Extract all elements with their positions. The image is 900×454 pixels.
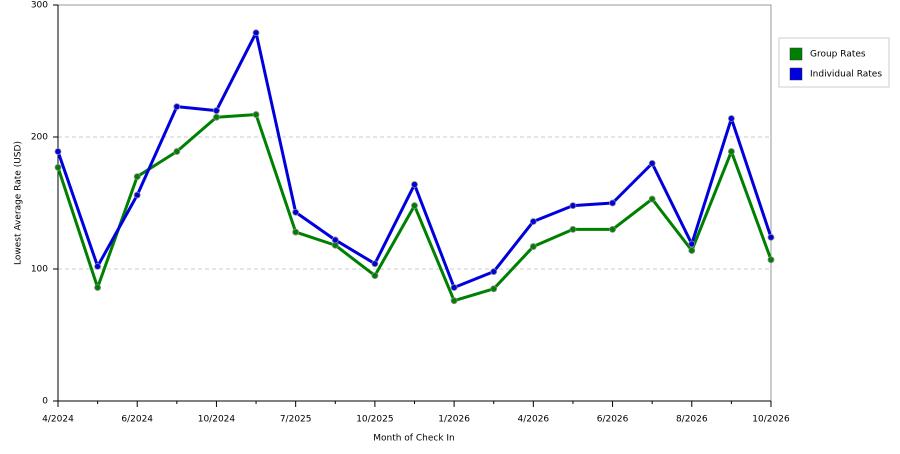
data-point	[94, 284, 102, 291]
data-point	[213, 107, 220, 114]
data-point	[609, 225, 616, 233]
x-tick-label: 10/2026	[752, 415, 790, 425]
data-point	[529, 218, 537, 225]
x-tick-label: 6/2024	[121, 415, 153, 425]
data-point	[94, 262, 102, 270]
x-tick-label: 6/2026	[597, 415, 629, 425]
y-tick-label: 100	[31, 265, 48, 275]
data-point	[490, 268, 498, 276]
data-point	[569, 202, 577, 210]
y-tick-label: 200	[31, 133, 48, 143]
data-point	[450, 284, 458, 291]
data-point	[54, 163, 62, 171]
x-tick-label: 8/2026	[676, 415, 708, 425]
data-point	[252, 111, 260, 118]
data-point	[450, 297, 458, 305]
x-tick-label: 10/2024	[198, 415, 236, 425]
x-axis-label: Month of Check In	[373, 434, 455, 444]
data-point	[767, 256, 775, 264]
y-tick-label: 300	[31, 1, 48, 11]
data-point	[292, 208, 300, 216]
legend-swatch	[789, 67, 803, 81]
data-point	[648, 159, 656, 167]
data-point	[173, 148, 181, 155]
data-point	[411, 202, 418, 210]
x-tick-label: 1/2026	[438, 415, 470, 425]
data-point	[688, 240, 696, 248]
data-point	[371, 272, 379, 280]
data-point	[133, 191, 141, 199]
x-tick-label: 4/2026	[517, 415, 549, 425]
data-point	[529, 243, 537, 250]
data-point	[727, 148, 735, 155]
x-tick-label: 7/2025	[280, 415, 312, 425]
data-point	[727, 115, 735, 122]
data-point	[54, 148, 62, 155]
data-point	[569, 225, 577, 233]
data-point	[411, 181, 418, 188]
data-point	[648, 195, 656, 203]
x-tick-label: 4/2024	[42, 415, 74, 425]
legend-swatch	[789, 47, 803, 61]
data-point	[490, 285, 498, 293]
data-point	[609, 199, 616, 207]
legend-label: Individual Rates	[810, 70, 882, 80]
x-tick-label: 10/2025	[356, 415, 393, 425]
data-point	[173, 103, 181, 111]
legend-label: Group Rates	[810, 50, 866, 60]
data-point	[371, 260, 379, 268]
data-point	[252, 29, 260, 37]
data-point	[331, 236, 339, 244]
y-axis-label: Lowest Average Rate (USD)	[14, 141, 24, 265]
data-point	[767, 233, 775, 241]
data-point	[133, 173, 141, 181]
data-point	[688, 247, 696, 254]
data-point	[292, 228, 300, 236]
data-point	[213, 113, 220, 121]
y-tick-label: 0	[42, 397, 48, 407]
